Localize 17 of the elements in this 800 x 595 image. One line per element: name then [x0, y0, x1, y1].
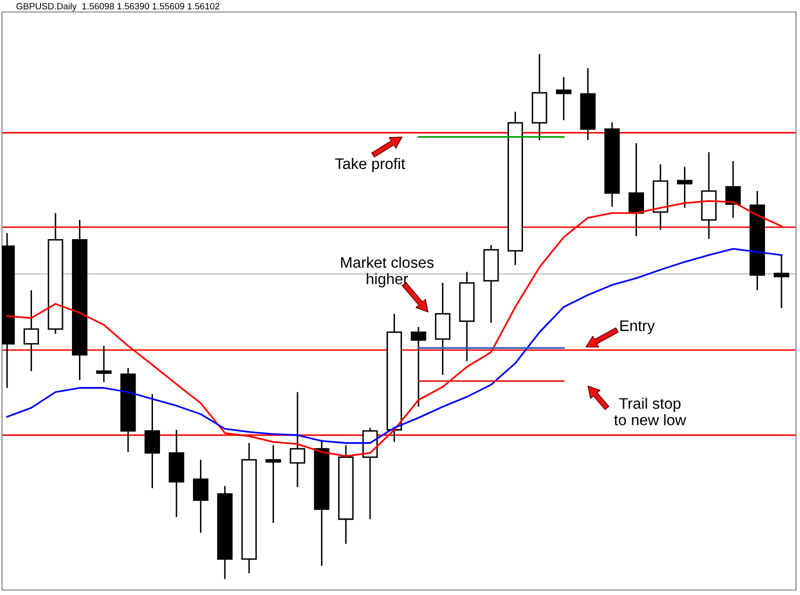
candlestick	[410, 326, 426, 408]
candlestick	[556, 76, 572, 121]
annotation: Entry	[620, 320, 655, 334]
candlestick	[96, 345, 112, 383]
annotation: Market closes higher	[341, 256, 434, 288]
annotation: Trail stop to new low	[614, 398, 686, 426]
candlestick	[676, 166, 692, 209]
chart-title: GBPUSD.Daily 1.56098 1.56390 1.55609 1.56102	[16, 2, 220, 12]
candlestick	[266, 444, 281, 524]
candlestick	[628, 142, 644, 237]
candlestick	[774, 254, 790, 309]
candlestick	[192, 459, 208, 534]
candlestick	[725, 160, 741, 218]
candlestick	[144, 393, 160, 489]
annotation: Take profit	[335, 158, 406, 172]
candlestick	[290, 391, 306, 488]
candlestick	[24, 290, 39, 372]
